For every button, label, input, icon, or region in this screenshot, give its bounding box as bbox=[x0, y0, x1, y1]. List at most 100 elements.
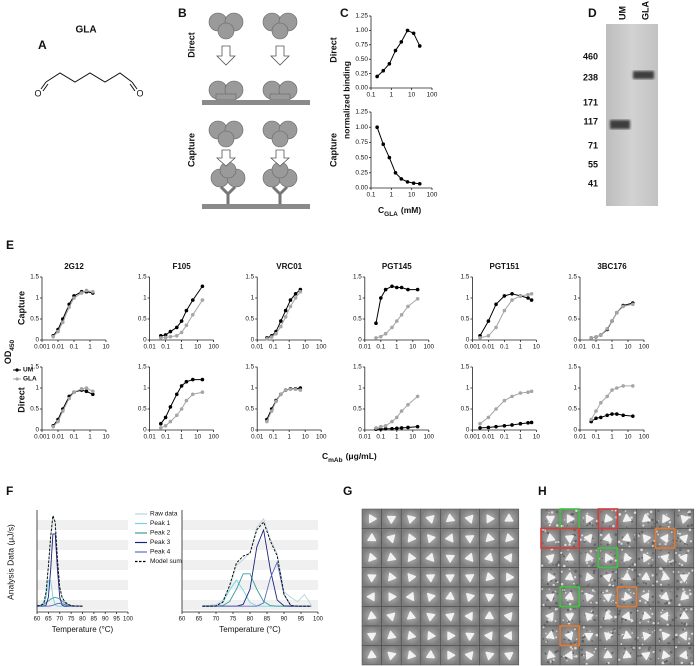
speckle bbox=[642, 524, 645, 527]
speckle bbox=[667, 642, 670, 645]
speckle bbox=[581, 639, 585, 643]
speckle bbox=[607, 631, 610, 634]
particle bbox=[603, 650, 613, 659]
speckle bbox=[652, 631, 654, 633]
particle bbox=[565, 535, 574, 544]
speckle bbox=[620, 583, 623, 586]
y-tick-label: 0.5 bbox=[353, 406, 362, 413]
speckle bbox=[637, 574, 640, 578]
x-tick-label: 100 bbox=[123, 617, 134, 623]
speckle bbox=[651, 526, 653, 529]
speckle bbox=[575, 607, 577, 610]
data-point bbox=[184, 379, 189, 384]
particle bbox=[503, 553, 513, 563]
x-tick-label: 1 bbox=[390, 92, 394, 99]
speckle bbox=[631, 568, 634, 571]
speckle bbox=[678, 562, 681, 565]
particle bbox=[585, 514, 594, 524]
speckle bbox=[675, 594, 679, 598]
speckle bbox=[615, 571, 617, 573]
data-point bbox=[293, 292, 298, 296]
particle bbox=[445, 554, 455, 563]
speckle bbox=[628, 545, 631, 548]
y-tick-label: 0.5 bbox=[245, 316, 254, 323]
data-point bbox=[375, 125, 379, 129]
data-point bbox=[406, 304, 410, 309]
speckle bbox=[671, 559, 674, 562]
series-line bbox=[266, 388, 301, 422]
data-point bbox=[158, 421, 163, 426]
speckle bbox=[580, 552, 582, 555]
data-point bbox=[61, 320, 65, 325]
particle bbox=[660, 534, 669, 543]
data-point bbox=[399, 177, 404, 181]
speckle bbox=[644, 601, 647, 604]
speckle bbox=[682, 572, 685, 575]
speckle bbox=[686, 610, 688, 612]
legend-label: Peak 3 bbox=[150, 539, 171, 546]
speckle bbox=[651, 545, 654, 548]
y-tick-label: 0.50 bbox=[355, 56, 368, 63]
speckle bbox=[630, 628, 633, 630]
particle bbox=[386, 534, 396, 544]
particle bbox=[405, 592, 415, 602]
surfaces bbox=[202, 100, 310, 209]
particle bbox=[387, 651, 397, 661]
speckle bbox=[651, 541, 655, 545]
speckle bbox=[563, 587, 565, 590]
speckle bbox=[548, 523, 551, 527]
chain bbox=[45, 72, 133, 83]
speckle bbox=[637, 535, 640, 537]
speckle bbox=[581, 590, 583, 592]
speckle bbox=[609, 560, 613, 564]
x-axis-label: CmAb (μg/mL) bbox=[322, 451, 377, 463]
data-point bbox=[179, 384, 184, 388]
y-tick-label: 0.5 bbox=[138, 406, 147, 413]
x-tick-label: 10 bbox=[102, 344, 110, 351]
speckle bbox=[669, 623, 672, 626]
speckle bbox=[657, 601, 660, 604]
speckle bbox=[656, 545, 659, 548]
speckle bbox=[589, 549, 593, 553]
particle bbox=[407, 630, 416, 640]
x-tick-label: 1 bbox=[610, 344, 614, 351]
data-point bbox=[494, 407, 498, 411]
speckle bbox=[683, 622, 687, 626]
particle bbox=[407, 650, 416, 660]
data-point bbox=[158, 426, 163, 430]
y-tick-label: 1.00 bbox=[355, 27, 368, 34]
speckle bbox=[661, 661, 665, 665]
speckle bbox=[574, 543, 576, 545]
speckle bbox=[621, 559, 623, 561]
speckle bbox=[651, 612, 654, 616]
speckle bbox=[661, 609, 664, 611]
speckle bbox=[562, 589, 564, 591]
x-tick-label: 1 bbox=[88, 434, 92, 441]
speckle bbox=[601, 557, 604, 559]
speckle bbox=[688, 646, 692, 650]
speckle bbox=[618, 626, 621, 629]
speckle bbox=[665, 513, 668, 516]
speckle bbox=[687, 512, 689, 514]
particle bbox=[485, 651, 495, 661]
data-point bbox=[494, 424, 498, 429]
speckle bbox=[585, 551, 587, 554]
speckle bbox=[566, 524, 569, 527]
speckle bbox=[641, 636, 644, 639]
particle bbox=[366, 592, 375, 602]
y-tick-label: 1 bbox=[573, 295, 577, 302]
speckle bbox=[556, 608, 559, 610]
speckle bbox=[666, 522, 668, 524]
data-point bbox=[599, 333, 603, 337]
speckle bbox=[611, 570, 614, 573]
speckle bbox=[614, 630, 616, 632]
y-label-main: OD bbox=[3, 350, 13, 364]
data-point bbox=[405, 28, 410, 33]
speckle bbox=[617, 612, 621, 616]
speckle bbox=[545, 641, 547, 643]
data-point bbox=[417, 181, 422, 186]
series-line bbox=[375, 285, 418, 324]
particle bbox=[506, 572, 515, 582]
speckle bbox=[551, 629, 554, 632]
speckle bbox=[545, 632, 547, 635]
